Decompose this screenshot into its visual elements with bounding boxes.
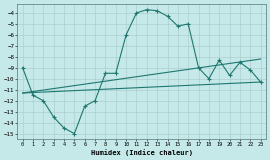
X-axis label: Humidex (Indice chaleur): Humidex (Indice chaleur)	[91, 149, 193, 156]
